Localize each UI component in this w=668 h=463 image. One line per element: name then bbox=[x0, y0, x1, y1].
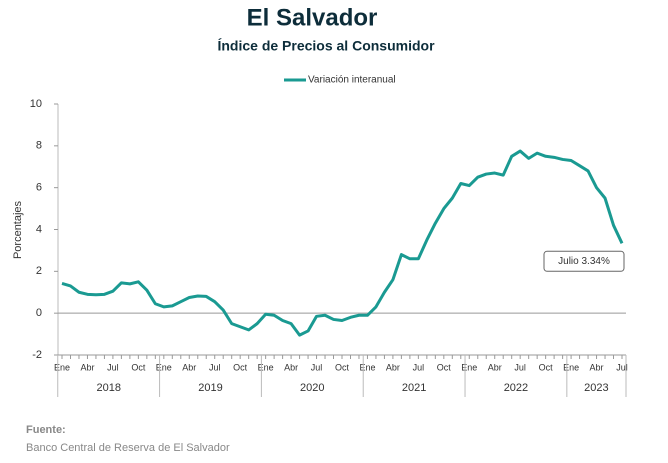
y-axis-label: Porcentajes bbox=[12, 200, 24, 259]
year-label: 2023 bbox=[584, 382, 608, 394]
year-label: 2018 bbox=[97, 382, 121, 394]
y-tick-label: 6 bbox=[36, 182, 42, 194]
annotation-box bbox=[543, 250, 625, 272]
year-label: 2021 bbox=[402, 382, 426, 394]
x-tick-label: Jul bbox=[616, 362, 628, 372]
x-tick-label: Abr bbox=[284, 362, 298, 372]
x-tick-label: Abr bbox=[488, 362, 502, 372]
x-tick-label: Oct bbox=[539, 362, 554, 372]
chart-title: El Salvador bbox=[247, 4, 378, 31]
x-tick-label: Abr bbox=[182, 362, 196, 372]
x-tick-label: Ene bbox=[54, 362, 70, 372]
year-label: 2019 bbox=[198, 382, 222, 394]
legend-label: Variación interanual bbox=[308, 75, 396, 86]
x-tick-label: Abr bbox=[80, 362, 94, 372]
x-tick-label: Ene bbox=[359, 362, 375, 372]
y-tick-label: 2 bbox=[36, 265, 42, 277]
y-tick-label: 10 bbox=[30, 98, 42, 110]
y-tick-label: -2 bbox=[32, 349, 42, 361]
line bbox=[61, 149, 624, 337]
x-tick-label: Abr bbox=[386, 362, 400, 372]
x-tick-label: Oct bbox=[233, 362, 248, 372]
x-tick-label: Oct bbox=[437, 362, 452, 372]
x-tick-label: Oct bbox=[335, 362, 350, 372]
x-tick-label: Jul bbox=[514, 362, 526, 372]
source: Banco Central de Reserva de El Salvador bbox=[26, 442, 230, 454]
x-tick-label: Jul bbox=[107, 362, 119, 372]
year-label: 2020 bbox=[300, 382, 324, 394]
y-tick-label: 0 bbox=[36, 307, 42, 319]
y-tick-label: 4 bbox=[36, 223, 42, 235]
x-tick-label: Ene bbox=[461, 362, 477, 372]
x-tick-label: Ene bbox=[156, 362, 172, 372]
annotation: Julio 3.34% bbox=[558, 256, 610, 267]
chart-subtitle: Índice de Precios al Consumidor bbox=[217, 38, 435, 54]
x-tick-label: Ene bbox=[563, 362, 579, 372]
y-tick-label: 8 bbox=[36, 140, 42, 152]
x-tick-label: Abr bbox=[590, 362, 604, 372]
x-tick-label: Jul bbox=[311, 362, 323, 372]
x-tick-label: Oct bbox=[131, 362, 146, 372]
year-label: 2022 bbox=[504, 382, 528, 394]
x-tick-label: Ene bbox=[258, 362, 274, 372]
x-tick-label: Jul bbox=[413, 362, 425, 372]
x-tick-label: Jul bbox=[209, 362, 221, 372]
source-title: Fuente: bbox=[26, 424, 66, 436]
